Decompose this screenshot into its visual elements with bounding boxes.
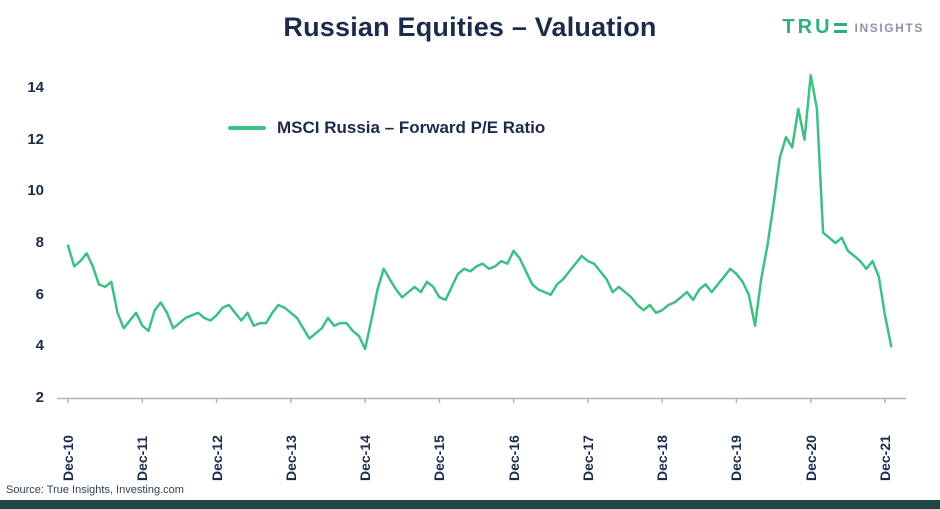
x-axis-tick-label: Dec-14 (357, 435, 374, 481)
legend-label: MSCI Russia – Forward P/E Ratio (277, 118, 546, 137)
y-axis-tick-label: 12 (27, 130, 44, 148)
x-axis-tick-label: Dec-20 (802, 435, 819, 481)
x-axis-tick-label: Dec-15 (431, 435, 448, 481)
series-line-msci-russia (66, 73, 893, 351)
y-axis-tick-label: 14 (27, 79, 44, 96)
logo-text: TRU (782, 16, 833, 38)
x-axis-tick-label: Dec-18 (654, 435, 671, 481)
x-axis-tick-label: Dec-10 (60, 435, 76, 481)
legend-line-swatch (228, 126, 266, 130)
x-axis-tick-label: Dec-21 (877, 435, 893, 481)
y-axis-tick-label: 8 (35, 234, 44, 251)
footer-accent-bar (0, 500, 940, 509)
x-axis-tick-label: Dec-11 (134, 435, 151, 481)
y-axis-tick-label: 2 (35, 389, 44, 406)
source-attribution: Source: True Insights, Investing.com (6, 484, 184, 496)
y-axis-tick-label: 4 (35, 337, 44, 355)
y-axis-tick-label: 6 (35, 285, 44, 303)
y-axis-tick-label: 10 (27, 182, 44, 200)
x-axis-tick-label: Dec-16 (505, 435, 522, 481)
x-axis-ticks (67, 398, 886, 403)
x-axis-tick-label: Dec-13 (282, 435, 299, 481)
page-title: Russian Equities – Valuation (283, 12, 657, 42)
true-insights-logo: TRU INSIGHTS (782, 16, 924, 39)
x-axis-tick-label: Dec-12 (208, 435, 225, 481)
logo-wordmark: TRU (782, 16, 847, 39)
logo-letter-e-icon (833, 22, 847, 33)
logo-insights-text: INSIGHTS (854, 20, 924, 35)
x-axis-tick-label: Dec-17 (579, 435, 596, 481)
x-axis-tick-label: Dec-19 (728, 435, 745, 481)
chart-legend: MSCI Russia – Forward P/E Ratio (228, 118, 545, 138)
